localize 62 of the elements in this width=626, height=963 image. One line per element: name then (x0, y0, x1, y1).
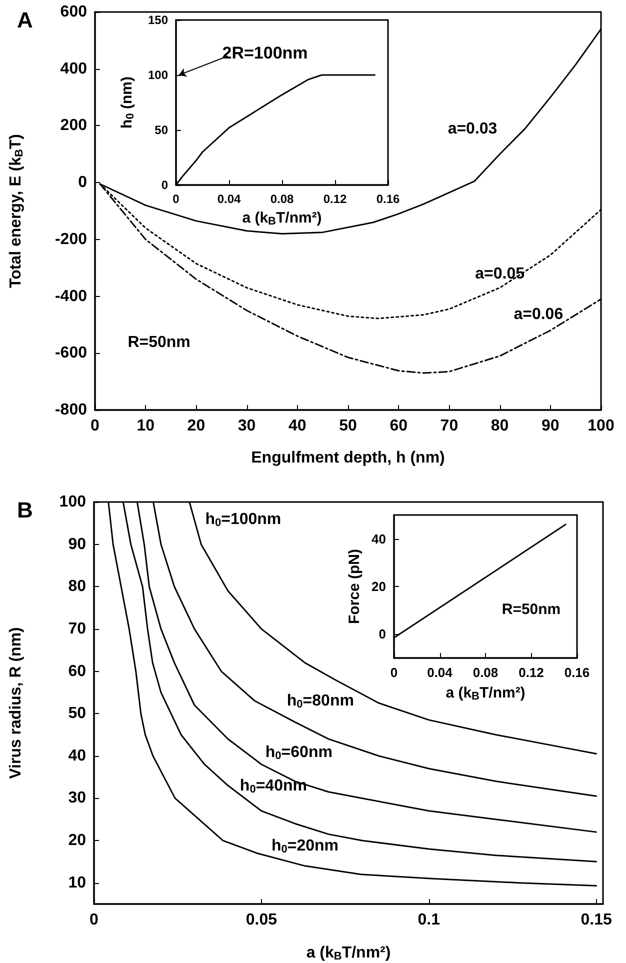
x-axis-title: Engulfment depth, h (nm) (251, 450, 445, 466)
x-tick-label: 50 (339, 418, 357, 434)
x-tick-label: 0.04 (427, 665, 454, 680)
x-tick-label: 0 (172, 192, 180, 206)
y-tick-label: 10 (68, 874, 86, 892)
y-tick-label: 400 (60, 60, 88, 78)
y-tick-label: -600 (54, 344, 88, 362)
x-tick-label: 0 (390, 665, 398, 680)
y-tick-label: 600 (60, 4, 88, 20)
y-tick-label: 200 (60, 117, 88, 134)
series-label: a=0.05 (475, 265, 525, 282)
x-tick-label: 60 (390, 418, 408, 434)
x-tick-label: 0.16 (564, 665, 590, 680)
x-tick-label: 70 (440, 418, 458, 434)
x-tick-label: 0.08 (472, 665, 498, 680)
x-tick-label: 90 (542, 418, 560, 434)
x-tick-label: 10 (136, 418, 155, 434)
y-tick-label: 90 (68, 536, 86, 553)
x-tick-label: 20 (187, 418, 206, 434)
y-tick-label: -400 (54, 288, 88, 305)
annotation: R=50nm (502, 600, 561, 618)
x-tick-label: 0.12 (323, 192, 347, 206)
x-tick-label: 80 (490, 418, 509, 434)
y-tick-label: 40 (372, 531, 386, 546)
series-label: a=0.06 (514, 306, 564, 323)
y-axis-title: h0 (nm) (118, 76, 136, 128)
y-tick-label: 20 (68, 832, 86, 850)
annotation: R=50nm (128, 334, 190, 351)
y-tick-label: 20 (372, 579, 386, 594)
y-tick-label: 150 (148, 13, 168, 27)
y-tick-label: 0 (161, 178, 168, 192)
x-tick-label: 30 (238, 418, 256, 434)
x-tick-label: 0 (90, 912, 99, 928)
y-tick-label: 50 (68, 705, 86, 722)
y-tick-label: 100 (59, 494, 86, 510)
y-tick-label: 40 (68, 747, 86, 764)
y-axis-title: Force (pN) (346, 548, 363, 624)
x-tick-label: 100 (588, 418, 614, 434)
x-tick-label: 0.16 (376, 192, 400, 206)
y-tick-label: -200 (54, 230, 88, 248)
x-tick-label: 0.1 (418, 912, 440, 928)
y-tick-label: 70 (68, 620, 86, 638)
annotation: 2R=100nm (222, 44, 308, 62)
y-tick-label: 80 (68, 578, 86, 596)
x-tick-label: 0.12 (518, 665, 544, 680)
y-tick-label: 100 (148, 68, 168, 82)
x-tick-label: 0.08 (270, 192, 294, 206)
x-tick-label: 0.05 (246, 912, 278, 928)
chart-title: B (17, 498, 33, 522)
y-axis-title: Virus radius, R (nm) (8, 627, 24, 779)
x-tick-label: 0 (90, 418, 100, 434)
y-axis-title: Total energy, E (kBT) (8, 134, 26, 288)
x-tick-label: 40 (288, 418, 306, 434)
y-tick-label: 50 (154, 123, 168, 137)
y-tick-label: 0 (78, 174, 88, 192)
y-tick-label: -800 (54, 402, 88, 418)
y-tick-label: 0 (378, 626, 386, 642)
series-label: a=0.03 (448, 120, 498, 138)
chart-title: A (17, 8, 33, 32)
y-tick-label: 30 (68, 790, 86, 807)
x-tick-label: 0.04 (217, 192, 241, 206)
x-tick-label: 0.15 (580, 912, 612, 928)
